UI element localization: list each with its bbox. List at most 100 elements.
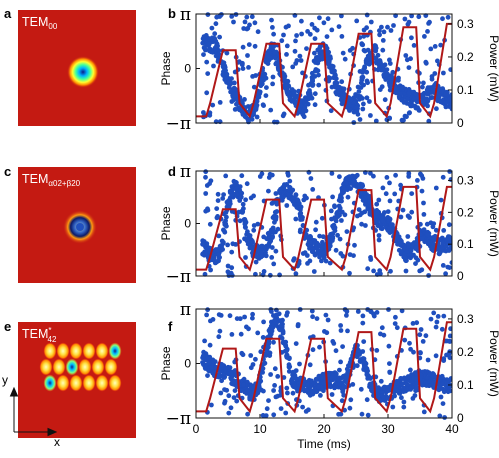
phase-point-d-578: [347, 270, 352, 276]
phase-point-b-195: [246, 42, 252, 47]
phase-point-b-388: [293, 61, 299, 66]
phase-point-d-900: [419, 173, 425, 179]
phase-point-b-147: [233, 87, 239, 92]
phase-point-f-619: [347, 360, 353, 365]
phase-point-f-21: [200, 355, 206, 361]
phase-point-f-281: [266, 344, 271, 350]
phase-point-b-17: [205, 71, 211, 76]
phase-point-b-876: [411, 96, 417, 102]
phase-point-d-389: [290, 199, 296, 205]
phase-point-b-750: [380, 67, 386, 73]
phase-point-f-362: [285, 390, 290, 396]
phase-point-d-103: [222, 220, 228, 226]
phase-point-d-448: [310, 187, 316, 192]
phase-point-b-186: [245, 53, 250, 58]
phase-point-b-444: [312, 91, 318, 97]
phase-point-f-285: [269, 328, 275, 334]
phase-point-b-853: [404, 57, 410, 63]
phase-point-d-843: [405, 213, 411, 219]
phase-point-d-523: [330, 194, 335, 200]
phase-point-f-384: [290, 369, 296, 375]
phase-point-d-902: [421, 227, 427, 233]
phase-point-b-855: [406, 90, 412, 96]
phase-point-d-126: [228, 270, 234, 276]
phase-point-d-128: [229, 249, 235, 255]
phase-point-b-747: [381, 29, 387, 35]
phase-point-f-430: [307, 362, 313, 368]
phase-point-f-180: [241, 376, 247, 382]
phase-point-f-588: [344, 313, 349, 318]
phase-point-d-125: [225, 263, 231, 269]
power-tick-label-d-0: 0: [457, 269, 464, 283]
phase-tick-label-b-1: 0: [184, 62, 191, 76]
phase-point-f-311: [272, 317, 278, 323]
phase-point-d-179: [242, 236, 247, 242]
phase-point-b-219: [253, 73, 259, 78]
phase-point-f-837: [408, 367, 413, 373]
phase-point-f-290: [271, 339, 276, 345]
phase-point-b-248: [261, 103, 266, 108]
phase-point-d-20: [203, 251, 209, 256]
phase-point-f-9: [205, 307, 211, 313]
phase-point-d-306: [270, 225, 276, 231]
phase-point-d-285: [267, 171, 273, 177]
phase-point-f-49: [209, 364, 215, 370]
phase-point-d-649: [355, 213, 360, 219]
phase-point-d-938: [433, 227, 439, 233]
phase-point-b-255: [264, 85, 269, 90]
phase-point-d-655: [363, 223, 368, 228]
panel-letter-e: e: [4, 319, 11, 334]
phase-point-b-324: [281, 111, 287, 117]
phase-point-d-782: [392, 191, 398, 197]
phase-point-f-207: [248, 353, 254, 358]
phase-point-b-453: [312, 25, 318, 31]
phase-point-b-281: [269, 17, 274, 23]
phase-point-f-44: [206, 368, 212, 374]
phase-point-b-155: [232, 92, 238, 98]
phase-point-d-594: [342, 187, 348, 192]
phase-point-d-377: [293, 271, 299, 277]
phase-point-f-461: [309, 308, 315, 314]
phase-point-d-99: [224, 223, 229, 229]
mode-lobe-17: [108, 374, 122, 392]
phase-point-f-538: [333, 348, 339, 354]
phase-point-b-826: [399, 117, 405, 123]
phase-point-b-434: [305, 101, 311, 107]
phase-point-b-512: [324, 34, 330, 39]
x-axis-label-f: Time (ms): [297, 437, 351, 451]
phase-point-d-223: [253, 259, 259, 265]
phase-point-d-75: [216, 252, 222, 257]
phase-point-d-822: [399, 241, 405, 247]
mode-image-c: [18, 167, 136, 283]
phase-point-b-770: [387, 61, 393, 66]
plot-panel-d: π 0 −π 0 0.1 0.2 0.3 Phase Power (mW): [159, 162, 499, 287]
phase-point-b-482: [316, 72, 321, 78]
phase-point-f-200: [245, 411, 251, 417]
y-arrow-head: [9, 386, 19, 397]
power-tick-label-b-1: 0.1: [457, 83, 474, 97]
phase-point-f-769: [386, 343, 392, 349]
phase-point-b-207: [246, 65, 251, 70]
phase-point-b-1005: [445, 14, 451, 20]
phase-point-b-690: [368, 113, 373, 118]
phase-point-d-857: [408, 252, 414, 257]
phase-point-f-633: [355, 309, 361, 314]
panel-letter-b: b: [168, 6, 176, 21]
phase-point-b-71: [214, 14, 220, 20]
phase-point-b-229: [251, 109, 257, 115]
phase-point-b-1010: [443, 91, 449, 97]
plot-area-b: [196, 12, 452, 125]
phase-point-f-914: [428, 316, 434, 322]
phase-point-d-517: [327, 260, 333, 266]
phase-point-b-198: [245, 25, 251, 31]
phase-point-f-325: [279, 335, 285, 341]
phase-point-b-455: [309, 95, 315, 101]
phase-point-d-774: [385, 209, 391, 215]
phase-point-f-64: [218, 390, 224, 396]
phase-point-f-358: [284, 352, 290, 358]
phase-point-d-751: [383, 191, 389, 197]
phase-point-f-56: [217, 328, 223, 334]
phase-point-f-824: [399, 308, 405, 314]
phase-point-d-254: [263, 250, 268, 256]
phase-point-f-301: [276, 311, 282, 317]
